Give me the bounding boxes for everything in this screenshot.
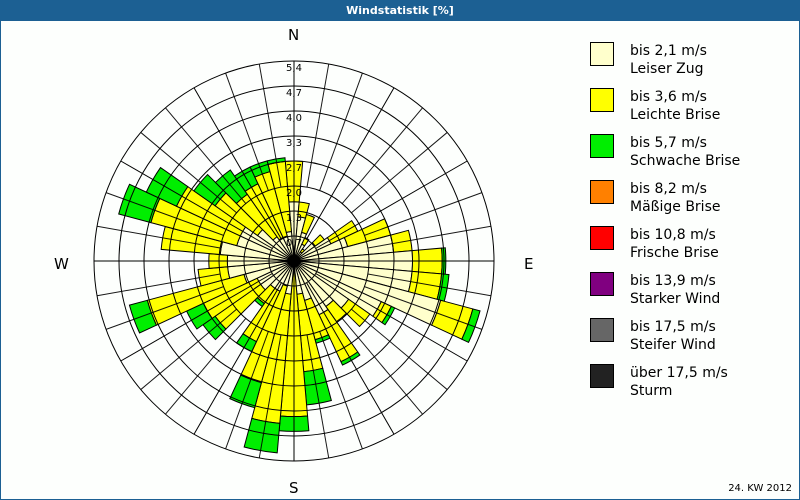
legend-range: bis 10,8 m/s	[630, 227, 716, 243]
window-title: Windstatistik [%]	[0, 0, 800, 21]
legend-name: Frische Brise	[630, 245, 719, 261]
period-label: 24. KW 2012	[728, 483, 792, 494]
svg-text:4,0: 4,0	[286, 113, 302, 124]
direction-south-label: S	[289, 479, 299, 497]
svg-text:5,4: 5,4	[286, 63, 302, 74]
legend-name: Mäßige Brise	[630, 199, 721, 215]
legend-name: Starker Wind	[630, 291, 721, 307]
legend-range: bis 13,9 m/s	[630, 273, 716, 289]
legend-swatch-icon	[590, 226, 614, 250]
svg-text:2,7: 2,7	[286, 163, 302, 174]
legend-range: über 17,5 m/s	[630, 365, 728, 381]
legend-swatch-icon	[590, 42, 614, 66]
legend-name: Steifer Wind	[630, 337, 716, 353]
legend-swatch-icon	[590, 180, 614, 204]
legend-name: Leichte Brise	[630, 107, 721, 123]
direction-north-label: N	[288, 26, 300, 44]
legend-swatch-icon	[590, 364, 614, 388]
legend-swatch-icon	[590, 88, 614, 112]
legend-range: bis 17,5 m/s	[630, 319, 716, 335]
legend-range: bis 2,1 m/s	[630, 43, 707, 59]
legend-range: bis 8,2 m/s	[630, 181, 707, 197]
direction-east-label: E	[524, 255, 534, 273]
legend-name: Schwache Brise	[630, 153, 741, 169]
svg-text:4,7: 4,7	[286, 88, 302, 99]
legend-name: Leiser Zug	[630, 61, 704, 77]
legend-swatch-icon	[590, 272, 614, 296]
legend-range: bis 5,7 m/s	[630, 135, 707, 151]
legend-swatch-icon	[590, 134, 614, 158]
svg-text:3,3: 3,3	[286, 138, 302, 149]
legend-swatch-icon	[590, 318, 614, 342]
svg-text:1,3: 1,3	[286, 213, 302, 224]
legend-name: Sturm	[630, 383, 673, 399]
legend-range: bis 3,6 m/s	[630, 89, 707, 105]
svg-text:0,7: 0,7	[286, 238, 302, 249]
direction-west-label: W	[54, 255, 69, 273]
svg-text:2,0: 2,0	[286, 188, 302, 199]
